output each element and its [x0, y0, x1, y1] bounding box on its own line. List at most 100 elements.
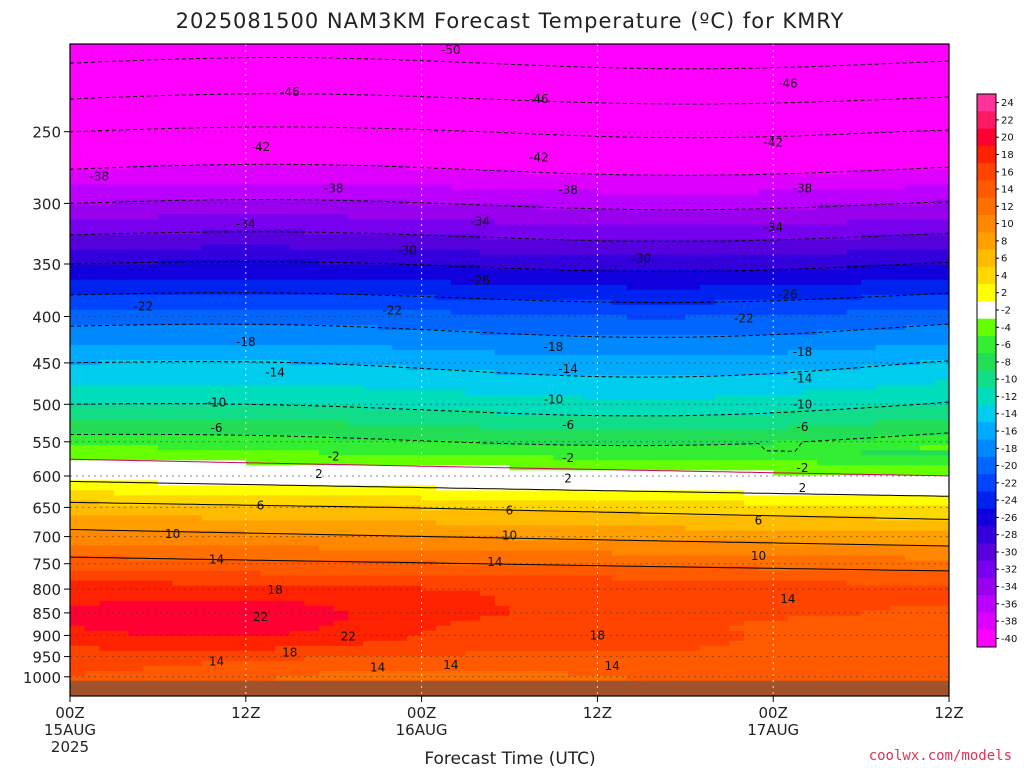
temp-cell — [465, 254, 481, 261]
temp-cell — [480, 209, 496, 216]
temp-cell — [333, 505, 349, 512]
temp-cell — [187, 264, 203, 271]
temp-cell — [333, 274, 349, 281]
temp-cell — [201, 425, 218, 431]
temp-cell — [363, 139, 379, 145]
temp-cell — [392, 610, 408, 617]
temp-cell — [363, 400, 379, 406]
temp-cell — [216, 244, 232, 251]
temp-cell — [494, 600, 511, 607]
temp-cell — [538, 294, 555, 301]
temp-cell — [113, 595, 130, 602]
temp-cell — [172, 324, 188, 331]
temp-cell — [538, 269, 555, 276]
temp-cell — [260, 99, 276, 105]
temp-cell — [450, 390, 467, 396]
temp-cell — [582, 660, 598, 667]
temp-cell — [275, 450, 291, 456]
temp-cell — [363, 354, 379, 361]
temp-cell — [304, 475, 320, 481]
temp-cell — [245, 555, 262, 562]
temp-cell — [289, 194, 305, 201]
temp-cell — [260, 104, 276, 110]
temp-cell — [260, 334, 276, 341]
temp-cell — [113, 279, 130, 286]
temp-cell — [612, 194, 628, 201]
temp-cell — [113, 289, 130, 296]
temp-cell — [319, 525, 335, 532]
temp-cell — [538, 199, 555, 206]
temp-cell — [231, 635, 247, 642]
temp-cell — [187, 49, 203, 55]
temp-cell — [70, 555, 86, 562]
temp-cell — [143, 109, 159, 115]
temp-cell — [406, 455, 423, 461]
temp-cell — [84, 334, 100, 341]
temp-cell — [99, 455, 115, 461]
temp-cell — [260, 264, 276, 271]
temp-cell — [231, 179, 247, 186]
temp-cell — [421, 154, 437, 160]
temp-cell — [289, 74, 305, 80]
temp-cell — [260, 425, 276, 431]
temp-cell — [538, 64, 555, 70]
temp-cell — [494, 324, 511, 331]
temp-cell — [553, 59, 569, 65]
temp-cell — [260, 545, 276, 552]
temp-cell — [157, 89, 174, 95]
temp-cell — [538, 304, 555, 311]
temp-cell — [333, 525, 349, 532]
temp-cell — [392, 319, 408, 326]
temp-cell — [187, 640, 203, 647]
temp-cell — [128, 169, 144, 175]
temp-cell — [553, 515, 569, 522]
temp-cell — [480, 510, 496, 517]
temp-cell — [465, 354, 481, 361]
temp-cell — [289, 520, 305, 527]
temp-cell — [597, 595, 613, 602]
temp-cell — [113, 329, 130, 336]
temp-cell — [260, 174, 276, 181]
temp-cell — [187, 174, 203, 181]
temp-cell — [509, 159, 525, 165]
temp-cell — [70, 635, 86, 642]
temp-cell — [612, 460, 628, 466]
temp-cell — [304, 254, 320, 261]
temp-cell — [187, 465, 203, 471]
temp-cell — [304, 174, 320, 181]
temp-cell — [70, 339, 86, 346]
temp-cell — [421, 339, 437, 346]
temp-cell — [201, 89, 218, 95]
temp-cell — [260, 565, 276, 572]
temp-cell — [143, 134, 159, 140]
temp-cell — [597, 670, 613, 677]
temp-cell — [70, 460, 86, 466]
temp-cell — [245, 420, 262, 426]
temp-cell — [84, 169, 100, 175]
temp-cell — [128, 269, 144, 276]
temp-cell — [143, 329, 159, 336]
temp-cell — [597, 324, 613, 331]
temp-cell — [275, 174, 291, 181]
temp-cell — [524, 94, 540, 100]
temp-cell — [260, 79, 276, 85]
temp-cell — [582, 410, 598, 416]
temp-cell — [187, 515, 203, 522]
temp-cell — [70, 134, 86, 140]
temp-cell — [216, 209, 232, 216]
temp-cell — [480, 129, 496, 135]
temp-cell — [465, 540, 481, 547]
temp-cell — [553, 334, 569, 341]
temp-cell — [84, 234, 100, 241]
temp-cell — [260, 119, 276, 125]
temp-cell — [480, 309, 496, 316]
temp-cell — [319, 440, 335, 446]
temp-cell — [289, 184, 305, 191]
temp-cell — [348, 304, 364, 311]
temp-cell — [113, 465, 130, 471]
temp-cell — [626, 294, 642, 301]
temp-cell — [568, 294, 584, 301]
temp-cell — [245, 119, 262, 125]
temp-cell — [612, 334, 628, 341]
temp-cell — [597, 194, 613, 201]
